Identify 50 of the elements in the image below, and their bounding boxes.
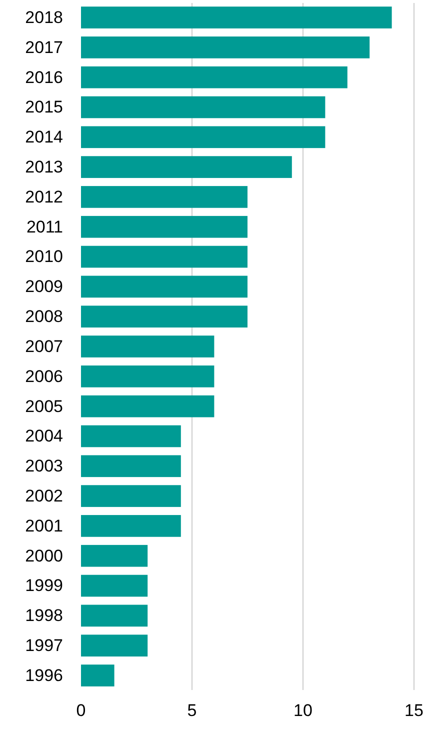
bar (81, 634, 148, 656)
bar (81, 515, 181, 537)
y-tick-label: 2007 (25, 336, 63, 356)
y-tick-label: 2015 (25, 98, 63, 117)
y-tick-label: 2000 (25, 546, 63, 566)
bar (81, 455, 181, 478)
y-tick-label: 2005 (25, 396, 63, 416)
y-tick-label: 2016 (25, 68, 63, 87)
y-tick-label: 2017 (25, 38, 63, 57)
bar (81, 36, 370, 58)
bar (81, 604, 148, 627)
y-tick-label: 2014 (25, 128, 63, 147)
bar (81, 216, 248, 238)
y-tick-label: 2018 (25, 8, 63, 27)
y-tick-label: 2013 (25, 157, 63, 176)
bar (81, 156, 292, 178)
bar (81, 246, 248, 268)
x-tick-label: 10 (294, 701, 312, 720)
y-tick-label: 2008 (25, 307, 63, 326)
bar (81, 66, 348, 88)
bar (81, 544, 148, 567)
bar (81, 485, 181, 507)
y-tick-label: 2004 (25, 426, 63, 446)
bar (81, 336, 214, 358)
y-tick-label: 2006 (25, 366, 63, 386)
bar (81, 276, 248, 298)
y-tick-label: 2010 (25, 247, 63, 266)
bar (81, 6, 392, 28)
x-tick-label: 15 (404, 701, 424, 720)
bar (81, 126, 326, 148)
bar (81, 365, 214, 388)
y-tick-label: 2001 (25, 516, 63, 536)
bar (81, 664, 114, 686)
bar (81, 425, 181, 448)
bar (81, 395, 214, 418)
y-tick-label: 2012 (25, 187, 63, 206)
y-tick-label: 1998 (25, 606, 63, 626)
y-tick-label: 1999 (25, 576, 63, 596)
y-tick-label: 2009 (25, 277, 63, 296)
x-tick-label: 0 (76, 701, 86, 720)
y-tick-label: 2011 (26, 217, 63, 236)
bar (81, 306, 248, 328)
y-tick-label: 2003 (25, 456, 63, 476)
bar (81, 186, 248, 208)
bar (81, 574, 148, 597)
bar (81, 96, 326, 118)
y-tick-label: 2002 (25, 486, 63, 506)
x-tick-label: 5 (187, 701, 197, 720)
y-tick-label: 1997 (25, 636, 63, 656)
y-tick-label: 1996 (25, 666, 63, 685)
